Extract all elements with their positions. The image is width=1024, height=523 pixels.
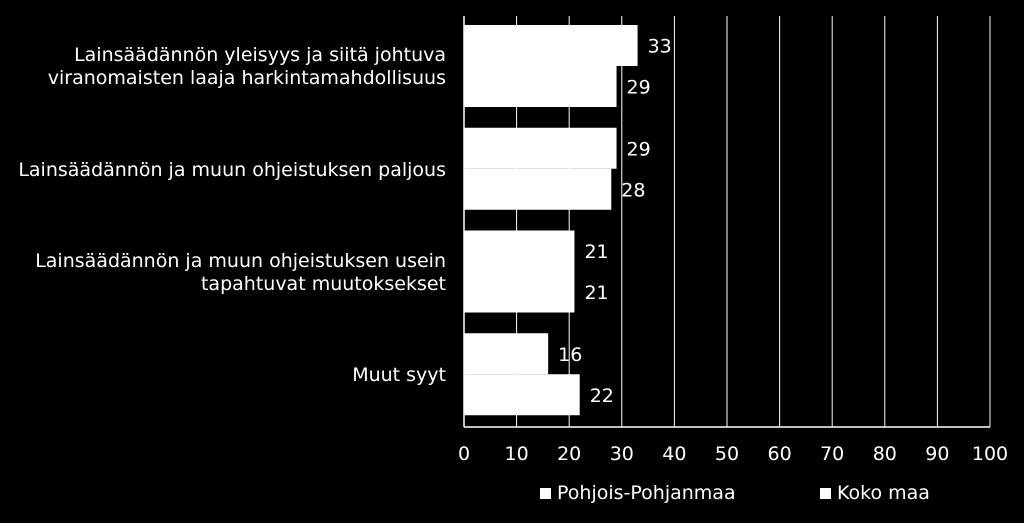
x-tick-label: 10 xyxy=(505,443,529,465)
legend-item: Koko maa xyxy=(820,482,930,504)
category-label: Lainsäädännön ja muun ohjeistuksen paljo… xyxy=(18,159,446,182)
x-tick-label: 90 xyxy=(925,443,949,465)
category-label-line: viranomaisten laaja harkintamahdollisuus xyxy=(47,67,446,90)
x-tick-label: 0 xyxy=(458,443,470,465)
category-label-line: Muut syyt xyxy=(352,364,446,387)
category-label: Lainsäädännön yleisyys ja siitä johtuva v… xyxy=(48,44,446,90)
legend-label: Pohjois-Pohjanmaa xyxy=(557,482,736,504)
data-label: 28 xyxy=(621,179,645,201)
x-tick-label: 50 xyxy=(715,443,739,465)
bar xyxy=(464,66,617,107)
category-label: Lainsäädännön ja muun ohjeistuksen usein… xyxy=(35,250,446,296)
x-tick-label: 30 xyxy=(610,443,634,465)
data-label: 21 xyxy=(584,241,608,263)
legend-label: Koko maa xyxy=(837,482,930,504)
data-label: 21 xyxy=(584,282,608,304)
legend-item: Pohjois-Pohjanmaa xyxy=(540,482,736,504)
data-label: 33 xyxy=(648,36,672,58)
bar xyxy=(464,168,612,210)
data-label: 29 xyxy=(627,138,651,160)
bar xyxy=(464,25,638,66)
x-tick-label: 100 xyxy=(972,443,1008,465)
data-label: 29 xyxy=(627,77,651,99)
legend-swatch xyxy=(540,487,551,499)
x-tick-label: 20 xyxy=(557,443,581,465)
bar xyxy=(464,127,617,169)
category-label-line: Lainsäädännön ja muun ohjeistuksen usein xyxy=(35,249,446,272)
bar xyxy=(464,230,575,272)
category-label-line: tapahtuvat muutoksekset xyxy=(200,272,446,295)
category-label-line: Lainsäädännön yleisyys ja siitä johtuva xyxy=(74,44,446,67)
bar xyxy=(464,271,575,313)
x-tick-label: 70 xyxy=(820,443,844,465)
bar xyxy=(464,333,549,375)
x-tick-label: 60 xyxy=(768,443,792,465)
category-label-line: Lainsäädännön ja muun ohjeistuksen paljo… xyxy=(18,158,446,181)
legend-swatch xyxy=(820,487,831,499)
category-label: Muut syyt xyxy=(352,364,446,387)
data-label: 16 xyxy=(558,344,582,366)
x-tick-label: 40 xyxy=(662,443,686,465)
bar xyxy=(464,374,580,416)
x-tick-label: 80 xyxy=(873,443,897,465)
data-label: 22 xyxy=(590,385,614,407)
